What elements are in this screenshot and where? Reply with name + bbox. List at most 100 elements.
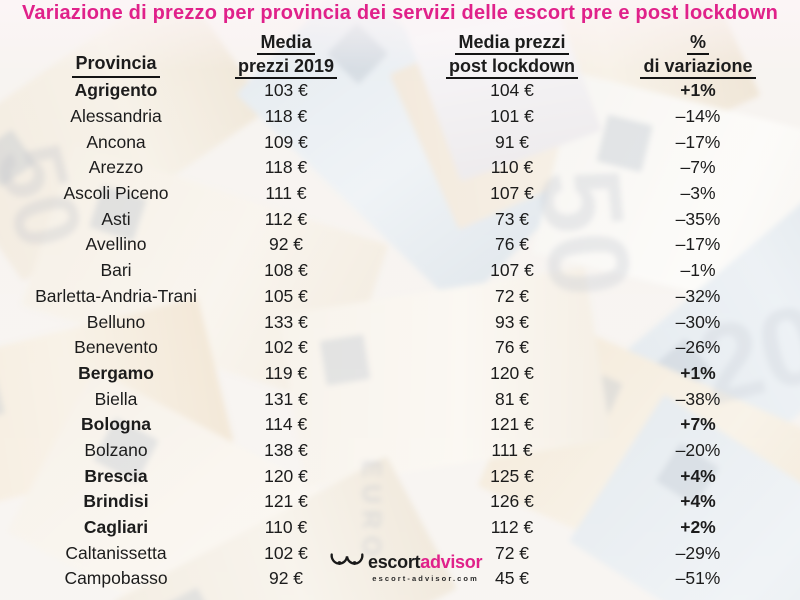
column-header-post-lockdown: Media prezzi post lockdown <box>340 30 684 79</box>
price-2019-value: 109 € <box>264 131 308 152</box>
column-header-variazione: % di variazione <box>640 30 756 79</box>
variation-percent-value: –30% <box>675 311 721 332</box>
variation-percent-value: –38% <box>675 388 721 409</box>
table-row: Bologna 114 € 121 € +7% <box>0 412 800 438</box>
variation-percent-value: –14% <box>675 106 721 127</box>
province-name: Bari <box>100 260 132 281</box>
variation-percent-value: –1% <box>680 260 716 281</box>
price-post-lockdown-value: 72 € <box>494 285 530 306</box>
price-2019-value: 138 € <box>264 439 308 460</box>
province-name: Brindisi <box>83 491 149 512</box>
price-2019-value: 112 € <box>264 208 308 229</box>
price-2019-value: 102 € <box>264 337 308 358</box>
table-row: Caltanissetta 102 € 72 € –29% <box>0 540 800 566</box>
table-row: Ascoli Piceno 111 € 107 € –3% <box>0 181 800 207</box>
variation-percent-value: –20% <box>675 439 721 460</box>
province-name: Brescia <box>84 465 148 486</box>
brand-tagline: escort-advisor.com <box>372 574 479 583</box>
province-name: Arezzo <box>88 157 144 178</box>
escortadvisor-logo: escortadvisor escort-advisor.com <box>329 551 482 583</box>
table-row: Bergamo 119 € 120 € +1% <box>0 361 800 387</box>
variation-percent-value: +4% <box>680 491 716 512</box>
price-2019-value: 108 € <box>264 260 308 281</box>
table-body: Agrigento 103 € 104 € +1% Alessandria 11… <box>0 78 800 592</box>
table-row: Arezzo 118 € 110 € –7% <box>0 155 800 181</box>
variation-percent-value: +1% <box>680 80 716 101</box>
table-row: Barletta-Andria-Trani 105 € 72 € –32% <box>0 284 800 310</box>
variation-percent-value: +1% <box>680 362 716 383</box>
price-post-lockdown-value: 76 € <box>494 337 530 358</box>
variation-percent-value: –32% <box>675 285 721 306</box>
price-post-lockdown-value: 72 € <box>494 542 530 563</box>
page-title: Variazione di prezzo per provincia dei s… <box>21 2 779 24</box>
province-name: Belluno <box>86 311 146 332</box>
price-post-lockdown-value: 121 € <box>490 414 534 435</box>
price-2019-value: 131 € <box>264 388 308 409</box>
price-2019-value: 118 € <box>264 157 308 178</box>
province-name: Agrigento <box>74 80 158 101</box>
column-header-media-2019: Media prezzi 2019 <box>232 30 340 79</box>
price-2019-value: 105 € <box>264 285 308 306</box>
variation-percent-value: –35% <box>675 208 721 229</box>
table-row: Brindisi 121 € 126 € +4% <box>0 489 800 515</box>
variation-percent-value: –3% <box>680 183 716 204</box>
price-2019-value: 102 € <box>264 542 308 563</box>
variation-percent-value: –29% <box>675 542 721 563</box>
table-row: Alessandria 118 € 101 € –14% <box>0 104 800 130</box>
table-row: Avellino 92 € 76 € –17% <box>0 232 800 258</box>
price-2019-value: 119 € <box>264 362 308 383</box>
price-2019-value: 92 € <box>268 234 304 255</box>
variation-percent-value: –26% <box>675 337 721 358</box>
province-name: Bologna <box>81 414 151 435</box>
price-2019-value: 103 € <box>264 80 308 101</box>
price-post-lockdown-value: 91 € <box>494 131 530 152</box>
price-2019-value: 110 € <box>264 517 308 538</box>
variation-percent-value: +4% <box>680 465 716 486</box>
province-name: Bolzano <box>84 439 148 460</box>
price-post-lockdown-value: 73 € <box>494 208 530 229</box>
variation-percent-value: +2% <box>680 517 716 538</box>
price-2019-value: 133 € <box>264 311 308 332</box>
column-header-provincia: Provincia <box>0 30 232 78</box>
table-row: Bari 108 € 107 € –1% <box>0 258 800 284</box>
price-post-lockdown-value: 107 € <box>490 260 534 281</box>
brand-escort: escort <box>368 552 421 572</box>
province-name: Avellino <box>85 234 147 255</box>
table-row: Asti 112 € 73 € –35% <box>0 206 800 232</box>
table-row: Ancona 109 € 91 € –17% <box>0 129 800 155</box>
province-name: Biella <box>94 388 138 409</box>
variation-percent-value: –17% <box>675 234 721 255</box>
variation-percent-value: –51% <box>675 568 721 589</box>
province-name: Barletta-Andria-Trani <box>35 285 197 306</box>
price-post-lockdown-value: 126 € <box>490 491 534 512</box>
province-name: Campobasso <box>64 568 168 589</box>
brand-advisor: advisor <box>420 552 483 572</box>
province-name: Ascoli Piceno <box>63 183 169 204</box>
province-name: Caltanissetta <box>65 542 167 563</box>
price-post-lockdown-value: 93 € <box>494 311 530 332</box>
price-post-lockdown-value: 111 € <box>491 439 533 460</box>
breasts-smile-icon <box>329 551 365 574</box>
price-post-lockdown-value: 120 € <box>490 362 534 383</box>
province-name: Ancona <box>86 131 146 152</box>
price-2019-value: 114 € <box>264 414 308 435</box>
price-post-lockdown-value: 125 € <box>490 465 534 486</box>
province-name: Bergamo <box>78 362 154 383</box>
price-2019-value: 92 € <box>268 568 304 589</box>
table-row: Cagliari 110 € 112 € +2% <box>0 515 800 541</box>
table-row: Brescia 120 € 125 € +4% <box>0 463 800 489</box>
variation-percent-value: –7% <box>680 157 716 178</box>
price-post-lockdown-value: 76 € <box>494 234 530 255</box>
variation-percent-value: +7% <box>680 414 716 435</box>
price-post-lockdown-value: 112 € <box>490 517 534 538</box>
table-row: Campobasso 92 € 45 € –51% <box>0 566 800 592</box>
variation-percent-value: –17% <box>675 131 721 152</box>
price-post-lockdown-value: 101 € <box>490 106 534 127</box>
table-row: Bolzano 138 € 111 € –20% <box>0 438 800 464</box>
price-2019-value: 121 € <box>264 491 308 512</box>
price-2019-value: 120 € <box>264 465 308 486</box>
province-name: Cagliari <box>83 517 149 538</box>
table-row: Benevento 102 € 76 € –26% <box>0 335 800 361</box>
